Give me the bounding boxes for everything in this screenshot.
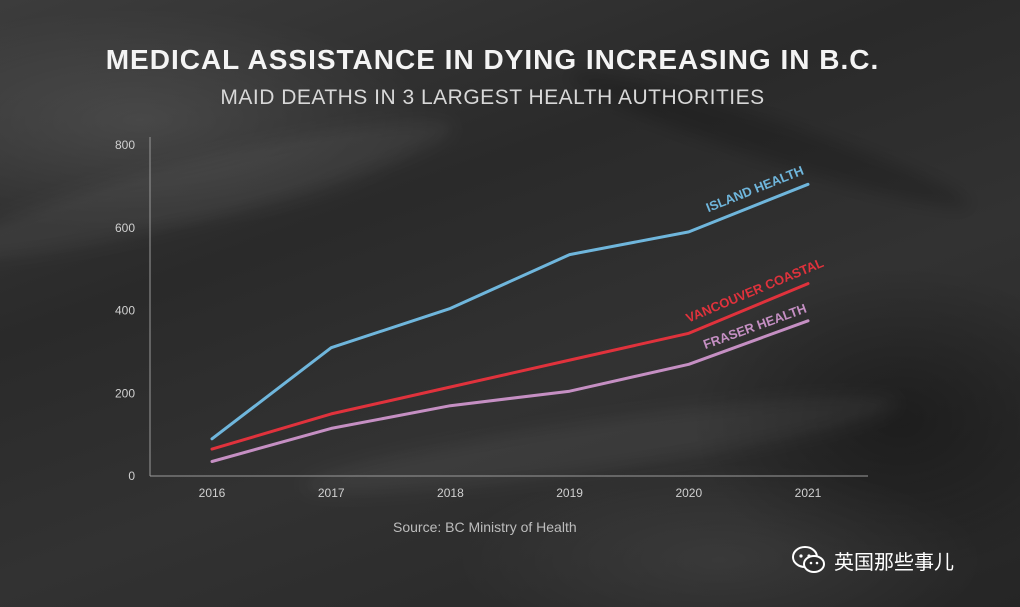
watermark-text: 英国那些事儿 <box>834 549 954 574</box>
series-line-fraser-health <box>210 319 810 463</box>
y-tick-label: 200 <box>115 386 135 400</box>
y-tick-label: 0 <box>128 469 135 483</box>
x-tick-label: 2019 <box>556 486 583 500</box>
watermark: 英国那些事儿 <box>792 545 954 575</box>
y-tick-label: 600 <box>115 221 135 235</box>
series-line-vancouver-coastal <box>210 282 810 451</box>
x-tick-label: 2016 <box>199 486 226 500</box>
x-tick-label: 2018 <box>437 486 464 500</box>
x-tick-label: 2021 <box>795 486 822 500</box>
x-tick-label: 2020 <box>675 486 702 500</box>
series-line-island-health <box>210 182 810 441</box>
series-label: ISLAND HEALTH <box>704 163 806 215</box>
y-tick-label: 400 <box>115 304 135 318</box>
wechat-icon <box>792 546 825 573</box>
x-tick-label: 2017 <box>318 486 345 500</box>
chart-subtitle: MAID DEATHS IN 3 LARGEST HEALTH AUTHORIT… <box>220 86 765 109</box>
source-note: Source: BC Ministry of Health <box>393 519 577 535</box>
chart-title: MEDICAL ASSISTANCE IN DYING INCREASING I… <box>105 44 880 75</box>
y-tick-label: 800 <box>115 138 135 152</box>
